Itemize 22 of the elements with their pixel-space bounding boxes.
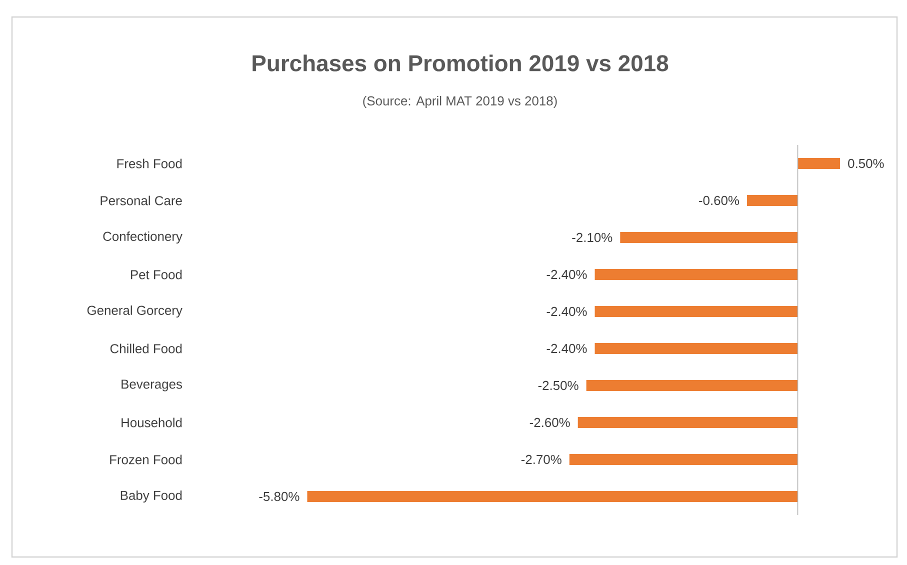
y-tick-label: Fresh Food	[117, 158, 182, 168]
data-label: -2.60%	[530, 418, 570, 428]
y-tick-label: Household	[122, 418, 182, 428]
data-label: -2.40%	[546, 270, 587, 280]
y-tick-label: Frozen Food	[110, 454, 182, 464]
y-tick-label: Personal Care	[100, 196, 182, 206]
data-label: -5.80%	[259, 492, 300, 502]
data-label: -2.40%	[546, 344, 587, 354]
data-label: -2.10%	[572, 232, 612, 242]
data-label: -0.60%	[699, 196, 740, 206]
chart-subtitle: (Source: April MAT 2019 vs 2018)	[363, 96, 557, 108]
data-label: 0.50%	[848, 158, 884, 168]
data-label: -2.40%	[546, 306, 587, 316]
y-tick-label: General Gorcery	[87, 305, 182, 318]
y-tick-label: Pet Food	[130, 270, 182, 280]
y-tick-label: Baby Food	[120, 490, 182, 503]
chart-title: Purchases on Promotion 2019 vs 2018	[252, 54, 668, 72]
y-tick-label: Confectionery	[103, 231, 182, 244]
y-tick-label: Chilled Food	[110, 344, 182, 354]
data-label: -2.70%	[521, 454, 562, 464]
y-tick-label: Beverages	[122, 380, 182, 392]
data-label: -2.50%	[538, 380, 578, 390]
